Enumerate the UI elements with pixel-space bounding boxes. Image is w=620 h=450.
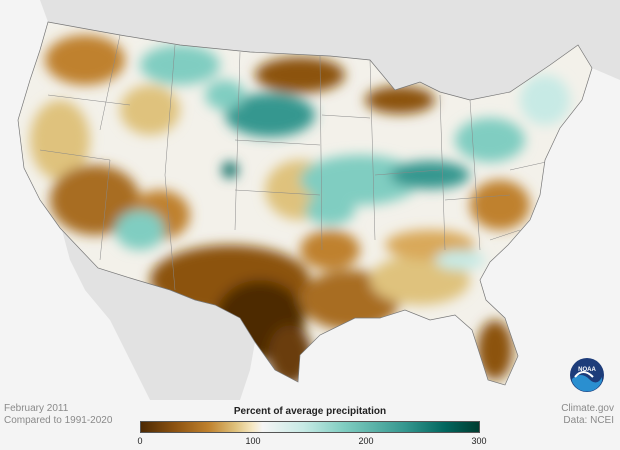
footer-right: Climate.gov Data: NCEI <box>561 403 614 427</box>
surrounding-land <box>0 0 620 400</box>
precipitation-map <box>0 0 620 400</box>
legend-tick: 100 <box>245 436 261 446</box>
footer-left: February 2011 Compared to 1991-2020 <box>4 403 112 427</box>
legend-title: Percent of average precipitation <box>233 406 387 417</box>
legend-colorbar <box>140 421 480 433</box>
legend-tick: 300 <box>471 436 487 446</box>
source-label: Data: NCEI <box>563 415 614 426</box>
us-outline <box>17 21 593 386</box>
legend-tick: 0 <box>137 436 143 446</box>
noaa-logo-text: NOAA <box>578 367 596 373</box>
legend-tick: 200 <box>358 436 374 446</box>
baseline-label: Compared to 1991-2020 <box>4 415 113 426</box>
period-label: February 2011 <box>4 403 69 414</box>
state-borders <box>39 34 556 291</box>
credit-label: Climate.gov <box>561 403 614 414</box>
noaa-logo-icon: NOAA <box>570 358 604 392</box>
